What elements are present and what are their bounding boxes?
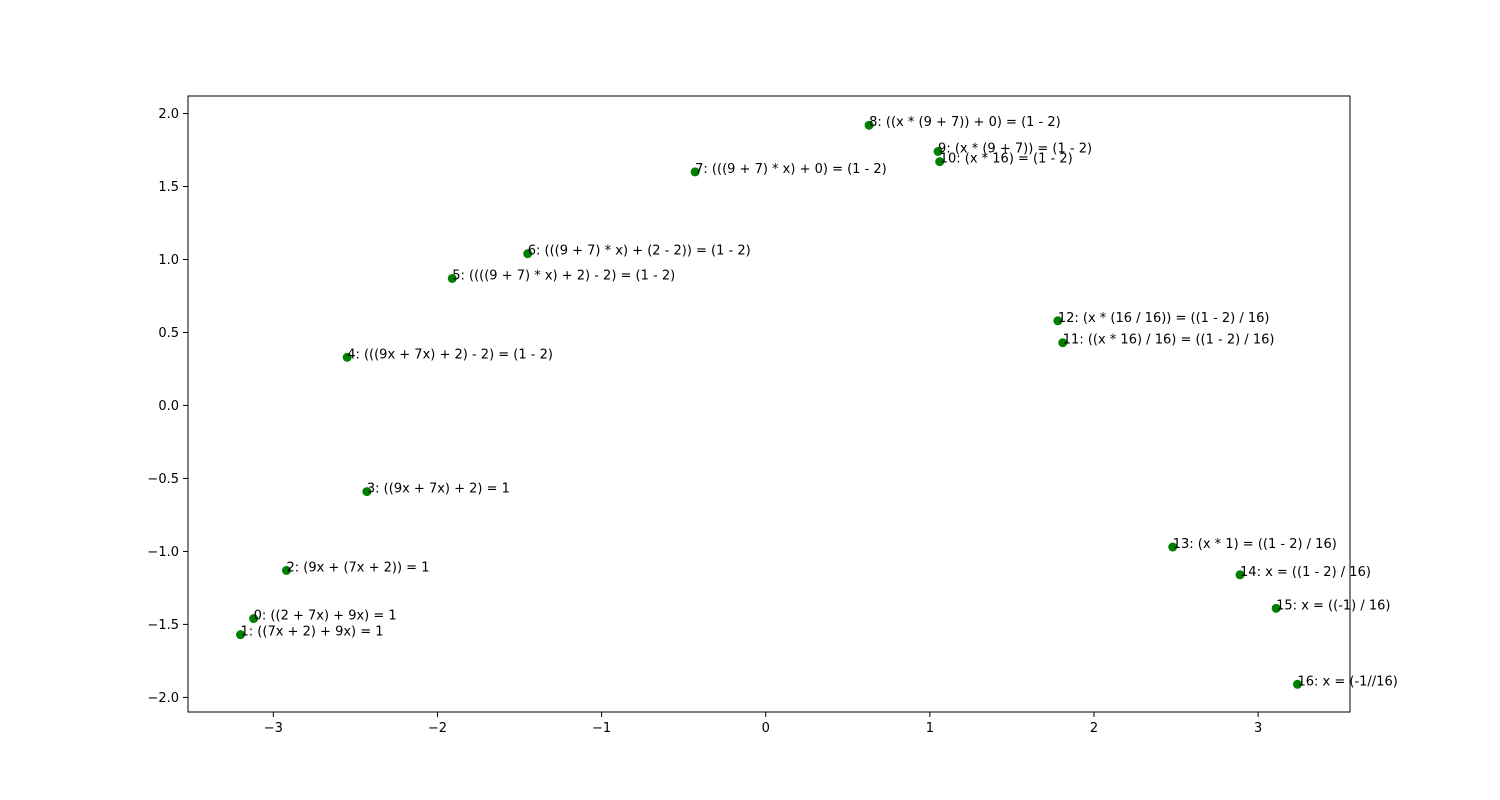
data-point bbox=[1053, 316, 1063, 326]
y-tick-label: 1.0 bbox=[158, 253, 179, 268]
y-tick-label: 1.5 bbox=[158, 180, 179, 195]
y-tick-label: −1.5 bbox=[147, 618, 179, 633]
point-label: 1: ((7x + 2) + 9x) = 1 bbox=[241, 625, 384, 640]
data-point bbox=[362, 487, 372, 497]
x-tick-label: 0 bbox=[762, 721, 770, 736]
data-point bbox=[935, 157, 945, 167]
point-label: 7: (((9 + 7) * x) + 0) = (1 - 2) bbox=[695, 162, 887, 177]
data-point bbox=[1271, 603, 1281, 613]
data-point bbox=[342, 352, 352, 362]
axes-frame bbox=[187, 95, 1351, 713]
point-label: 12: (x * (16 / 16)) = ((1 - 2) / 16) bbox=[1058, 311, 1270, 326]
data-point bbox=[690, 167, 700, 177]
axis-ticks: −3 −2 −1 0 1 2 3 −2.0 −1.5 −1.0 −0.5 0.0 0.5 1.0 1.5 2.… bbox=[147, 107, 1262, 736]
point-label: 0: ((2 + 7x) + 9x) = 1 bbox=[254, 609, 397, 624]
point-label: 10: (x * 16) = (1 - 2) bbox=[940, 152, 1073, 167]
point-label: 9: (x * (9 + 7)) = (1 - 2) bbox=[938, 141, 1092, 156]
point-label: 5: ((((9 + 7) * x) + 2) - 2) = (1 - 2) bbox=[452, 268, 675, 283]
y-tick-label: −0.5 bbox=[147, 472, 179, 487]
point-label: 11: ((x * 16) / 16) = ((1 - 2) / 16) bbox=[1063, 333, 1275, 348]
point-label: 6: (((9 + 7) * x) + (2 - 2)) = (1 - 2) bbox=[528, 244, 751, 259]
x-tick-label: 3 bbox=[1254, 721, 1262, 736]
data-point bbox=[933, 146, 943, 156]
data-point bbox=[1058, 338, 1068, 348]
point-label: 2: (9x + (7x + 2)) = 1 bbox=[286, 560, 429, 575]
data-point bbox=[249, 614, 259, 624]
data-point bbox=[447, 273, 457, 283]
point-labels: 0: ((2 + 7x) + 9x) = 11: ((7x + 2) + 9x)… bbox=[241, 115, 1398, 689]
point-label: 3: ((9x + 7x) + 2) = 1 bbox=[367, 482, 510, 497]
data-point bbox=[864, 120, 874, 130]
data-point bbox=[1168, 542, 1178, 552]
y-tick-label: 2.0 bbox=[158, 107, 179, 122]
point-label: 4: (((9x + 7x) + 2) - 2) = (1 - 2) bbox=[347, 347, 553, 362]
point-label: 14: x = ((1 - 2) / 16) bbox=[1240, 565, 1371, 580]
x-tick-label: 2 bbox=[1090, 721, 1098, 736]
x-tick-label: −2 bbox=[428, 721, 447, 736]
y-tick-label: −1.0 bbox=[147, 545, 179, 560]
y-tick-label: −2.0 bbox=[147, 691, 179, 706]
data-point bbox=[236, 630, 246, 640]
point-label: 15: x = ((-1) / 16) bbox=[1276, 598, 1390, 613]
y-tick-label: 0.0 bbox=[158, 399, 179, 414]
data-point bbox=[1292, 679, 1302, 689]
point-label: 13: (x * 1) = ((1 - 2) / 16) bbox=[1173, 537, 1337, 552]
point-label: 8: ((x * (9 + 7)) + 0) = (1 - 2) bbox=[869, 115, 1061, 130]
x-tick-label: −1 bbox=[592, 721, 611, 736]
data-points bbox=[236, 120, 1302, 689]
point-label: 16: x = (-1//16) bbox=[1297, 674, 1397, 689]
data-point bbox=[281, 565, 291, 575]
x-tick-label: 1 bbox=[926, 721, 934, 736]
data-point bbox=[523, 249, 533, 259]
data-point bbox=[1235, 570, 1245, 580]
y-tick-label: 0.5 bbox=[158, 326, 179, 341]
x-tick-label: −3 bbox=[264, 721, 283, 736]
